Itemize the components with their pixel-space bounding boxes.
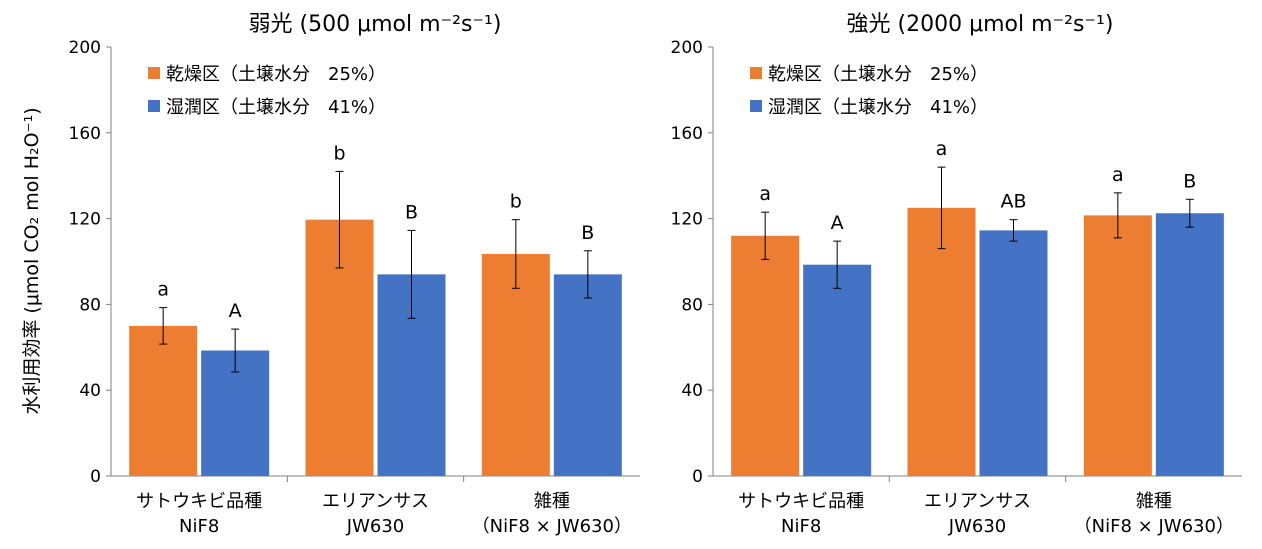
y-axis-label: 水利用効率 (μmol CO₂ mol H₂O⁻¹) — [21, 107, 43, 414]
legend-label: 湿潤区（土壌水分 41%） — [166, 97, 386, 118]
category-label: JW630 — [346, 516, 404, 537]
significance-label: b — [510, 191, 522, 213]
legend-swatch-dry — [148, 67, 160, 79]
significance-label: B — [405, 201, 418, 223]
chart-panel-high-light: 強光 (2000 μmol m⁻²s⁻¹) 0 40 80 120 160 200 サトウキビ… — [671, 12, 1242, 537]
legend-label: 乾燥区（土壌水分 25%） — [768, 64, 988, 85]
wet-bar — [979, 230, 1048, 476]
wet-bar — [803, 264, 872, 476]
significance-label: A — [831, 212, 844, 234]
y-tick-label: 200 — [69, 38, 101, 58]
y-tick-label: 80 — [681, 295, 703, 315]
significance-label: AB — [1000, 191, 1026, 213]
category-label: （NiF8 × JW630） — [472, 516, 632, 537]
significance-label: a — [1112, 164, 1124, 186]
chart-title: 強光 (2000 μmol m⁻²s⁻¹) — [847, 12, 1114, 37]
y-tick-label: 160 — [69, 124, 101, 144]
category-label: JW630 — [948, 516, 1006, 537]
y-tick-label: 120 — [671, 210, 703, 230]
significance-label: a — [157, 279, 169, 301]
category-label: サトウキビ品種 — [136, 491, 262, 512]
y-tick-label: 40 — [79, 381, 101, 401]
dry-bar — [129, 325, 198, 476]
category-label: （NiF8 × JW630） — [1074, 516, 1234, 537]
category-label: サトウキビ品種 — [738, 491, 864, 512]
category-label: 雑種 — [534, 491, 570, 512]
category-label: NiF8 — [179, 516, 219, 537]
chart-panel-low-light: 弱光 (500 μmol m⁻²s⁻¹) 0 40 80 120 160 200 サトウキビ品… — [69, 12, 640, 537]
legend-swatch-dry — [750, 67, 762, 79]
y-tick-label: 80 — [79, 295, 101, 315]
dry-bar — [731, 235, 800, 476]
wet-bar — [553, 274, 622, 476]
dry-bar — [907, 207, 976, 476]
significance-label: A — [229, 300, 242, 322]
dry-bar — [1083, 215, 1152, 476]
legend-swatch-wet — [148, 100, 160, 112]
category-label: 雑種 — [1136, 491, 1172, 512]
y-tick-label: 0 — [90, 467, 101, 487]
significance-label: B — [1183, 170, 1196, 192]
category-label: NiF8 — [781, 516, 821, 537]
y-tick-label: 160 — [671, 124, 703, 144]
legend-label: 乾燥区（土壌水分 25%） — [166, 64, 386, 85]
y-tick-label: 200 — [671, 38, 703, 58]
significance-label: B — [581, 222, 594, 244]
y-tick-label: 120 — [69, 210, 101, 230]
significance-label: a — [759, 183, 771, 205]
dry-bar — [481, 253, 550, 476]
significance-label: a — [936, 138, 948, 160]
y-tick-label: 40 — [681, 381, 703, 401]
legend-swatch-wet — [750, 100, 762, 112]
category-label: エリアンサス — [322, 491, 429, 512]
y-tick-label: 0 — [692, 467, 703, 487]
legend-label: 湿潤区（土壌水分 41%） — [768, 97, 988, 118]
significance-label: b — [333, 142, 345, 164]
wet-bar — [1155, 213, 1224, 477]
chart-title: 弱光 (500 μmol m⁻²s⁻¹) — [249, 12, 502, 37]
category-label: エリアンサス — [924, 491, 1031, 512]
